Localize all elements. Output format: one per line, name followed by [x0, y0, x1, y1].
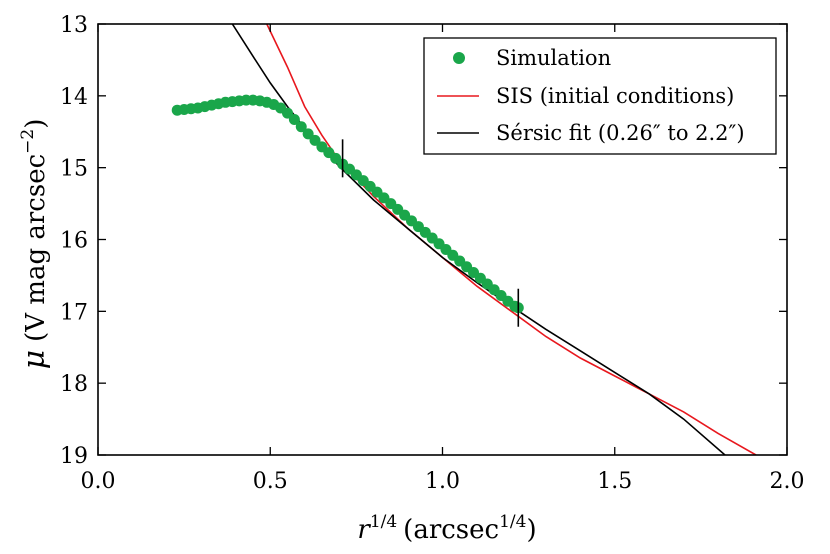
- simulation-point: [309, 134, 321, 146]
- x-axis-title-unit: (arcsec: [403, 515, 499, 545]
- y-axis-title-symbol: μ: [17, 350, 52, 370]
- sis-curve: [266, 24, 757, 455]
- y-axis-title: μ (V mag arcsec−2): [17, 119, 52, 370]
- x-axis-title: r1/4 (arcsec1/4): [357, 512, 536, 545]
- y-axis-title-text: (V mag arcsec: [21, 154, 51, 342]
- legend-box: [423, 37, 777, 155]
- y-tick-label: 19: [60, 444, 88, 469]
- legend-marker-simulation: [453, 52, 465, 64]
- legend-label-sersic: Sérsic fit (0.26″ to 2.2″): [496, 121, 745, 145]
- x-axis-title-base-exp: 1/4: [370, 512, 397, 532]
- y-tick-label: 17: [60, 300, 88, 325]
- x-axis-title-base: r: [357, 515, 371, 545]
- x-tick-label: 0.0: [81, 469, 116, 494]
- simulation-point: [302, 128, 314, 140]
- plot-frame: [97, 23, 788, 456]
- x-tick-label: 0.5: [253, 469, 288, 494]
- y-tick-label: 15: [60, 157, 88, 182]
- series-layer: [171, 24, 757, 455]
- legend-label-simulation: Simulation: [496, 46, 611, 70]
- y-tick-label: 14: [60, 85, 88, 110]
- x-tick-label: 1.0: [425, 469, 460, 494]
- y-axis-title-exp: −2: [18, 129, 38, 154]
- legend: Simulation SIS (initial conditions) Sérs…: [423, 37, 777, 155]
- ticks-layer: 0.0 0.5 1.0 1.5 2.0 13 14 15 16 17 18 19: [60, 13, 805, 494]
- y-tick-label: 16: [60, 229, 88, 254]
- x-tick-label: 1.5: [597, 469, 632, 494]
- simulation-point: [295, 121, 307, 133]
- x-tick-label: 2.0: [770, 469, 805, 494]
- y-tick-label: 18: [60, 372, 88, 397]
- x-axis-title-close: ): [526, 515, 536, 545]
- x-axis-title-unit-exp: 1/4: [499, 512, 526, 532]
- y-tick-label: 13: [60, 13, 88, 38]
- simulation-point: [288, 114, 300, 126]
- sersic-fit-curve: [231, 24, 726, 455]
- y-axis-title-close: ): [21, 119, 51, 129]
- simulation-point: [281, 107, 293, 119]
- legend-label-sis: SIS (initial conditions): [496, 84, 734, 108]
